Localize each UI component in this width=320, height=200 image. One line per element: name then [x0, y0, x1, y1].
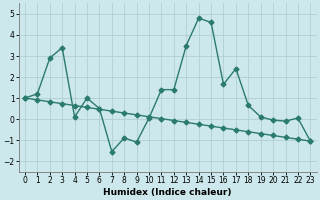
- X-axis label: Humidex (Indice chaleur): Humidex (Indice chaleur): [103, 188, 232, 197]
